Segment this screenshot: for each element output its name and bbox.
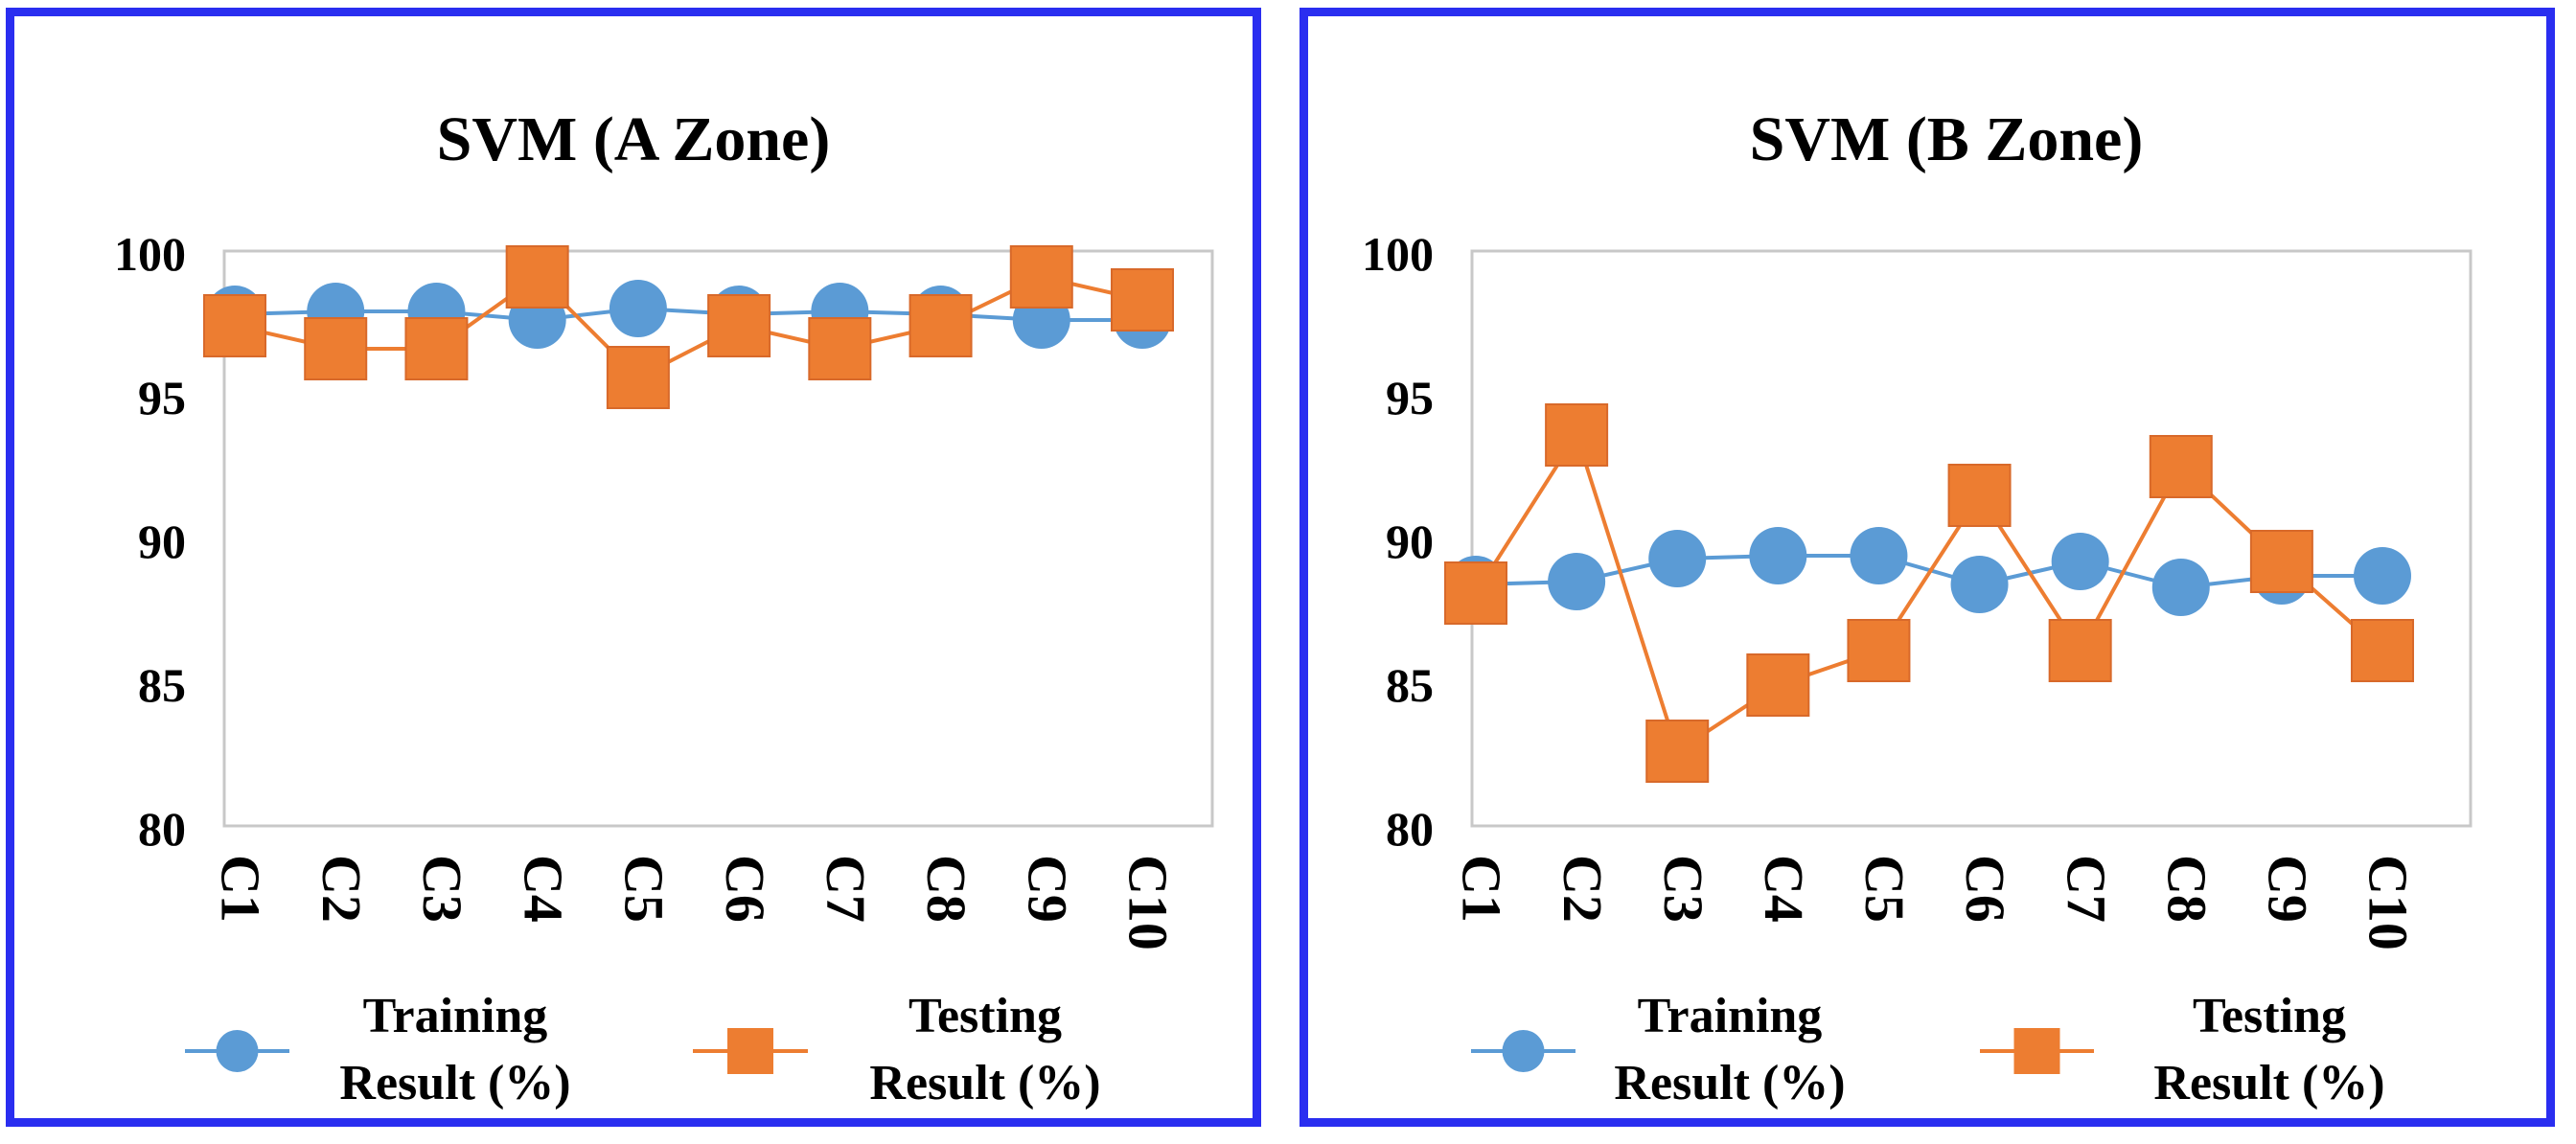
chart-svg-b-zone: SVM (B Zone) 80 85 90 95 100 C1 C2 C3 C4 C5 C6 C7 C8… bbox=[1362, 104, 2472, 1110]
y-tick-label: 100 bbox=[114, 227, 186, 281]
data-point-square bbox=[1847, 619, 1911, 682]
data-point-square bbox=[2048, 619, 2112, 682]
data-point-square bbox=[505, 245, 569, 309]
data-point-square bbox=[304, 317, 368, 380]
legend-marker bbox=[216, 1030, 259, 1072]
x-tick-label: C10 bbox=[2358, 855, 2420, 950]
data-point-circle bbox=[2354, 547, 2411, 605]
data-point-square bbox=[1444, 561, 1507, 625]
chart-panel-b-zone: SVM (B Zone) 80 85 90 95 100 C1 C2 C3 C4 C5 C6 C7 C8… bbox=[1300, 8, 2555, 1127]
x-tick-label: C8 bbox=[915, 855, 978, 923]
x-tick-label: C3 bbox=[411, 855, 473, 923]
y-tick-label: 85 bbox=[138, 658, 186, 712]
legend-marker bbox=[2013, 1028, 2060, 1074]
x-tick-label: C4 bbox=[1753, 855, 1815, 923]
plot-area bbox=[1470, 249, 2472, 828]
data-point-circle bbox=[609, 280, 667, 337]
x-tick-label: C6 bbox=[714, 855, 776, 923]
y-tick-label: 95 bbox=[138, 371, 186, 424]
y-tick-label: 80 bbox=[138, 802, 186, 856]
data-point-square bbox=[707, 294, 771, 357]
y-tick-label: 90 bbox=[138, 515, 186, 568]
legend-marker bbox=[727, 1028, 773, 1074]
x-tick-label: C6 bbox=[1954, 855, 2016, 923]
legend-label: Training bbox=[1638, 989, 1823, 1043]
x-tick-label: C8 bbox=[2155, 855, 2218, 923]
data-point-square bbox=[1111, 268, 1174, 332]
series-line bbox=[1474, 430, 2384, 755]
data-point-square bbox=[2149, 435, 2213, 498]
data-point-square bbox=[808, 317, 872, 380]
data-point-square bbox=[908, 294, 973, 357]
x-tick-label: C7 bbox=[2055, 855, 2117, 923]
x-tick-label: C1 bbox=[210, 855, 272, 923]
data-point-square bbox=[1645, 720, 1710, 783]
data-point-circle bbox=[1749, 527, 1807, 584]
legend-marker bbox=[1502, 1030, 1545, 1072]
data-point-square bbox=[1009, 245, 1073, 309]
x-tick-label: C5 bbox=[1853, 855, 1916, 923]
data-point-square bbox=[606, 346, 670, 409]
data-point-square bbox=[1746, 653, 1810, 717]
x-tick-label: C3 bbox=[1652, 855, 1714, 923]
chart-svg-a-zone: SVM (A Zone) 80 85 90 95 100 C1 C2 C3 C4 C5 C6 C7 C8… bbox=[114, 104, 1214, 1110]
chart-title: SVM (A Zone) bbox=[437, 104, 831, 174]
series-line bbox=[234, 306, 1142, 323]
y-tick-label: 95 bbox=[1386, 371, 1434, 424]
x-tick-label: C2 bbox=[310, 855, 373, 923]
y-tick-label: 90 bbox=[1386, 515, 1434, 568]
data-point-square bbox=[2351, 619, 2414, 682]
data-point-circle bbox=[2151, 559, 2210, 616]
data-point-square bbox=[404, 317, 469, 380]
legend-label: Result (%) bbox=[2153, 1056, 2384, 1110]
x-tick-label: C9 bbox=[2257, 855, 2319, 923]
data-point-circle bbox=[1950, 556, 2009, 613]
y-tick-label: 85 bbox=[1386, 658, 1434, 712]
x-tick-label: C7 bbox=[815, 855, 877, 923]
x-tick-label: C4 bbox=[512, 855, 574, 923]
plot-area bbox=[222, 249, 1214, 828]
data-point-circle bbox=[1648, 530, 1707, 587]
legend-label: Result (%) bbox=[1614, 1056, 1845, 1110]
x-tick-label: C9 bbox=[1016, 855, 1078, 923]
legend-label: Result (%) bbox=[869, 1056, 1100, 1110]
data-point-square bbox=[2249, 530, 2313, 593]
data-point-circle bbox=[1548, 553, 1606, 610]
x-tick-label: C10 bbox=[1117, 855, 1180, 950]
x-tick-label: C5 bbox=[613, 855, 676, 923]
data-point-circle bbox=[1850, 527, 1908, 584]
chart-title: SVM (B Zone) bbox=[1750, 104, 2144, 174]
x-tick-label: C1 bbox=[1451, 855, 1513, 923]
legend-label: Training bbox=[363, 989, 548, 1043]
legend-label: Result (%) bbox=[339, 1056, 570, 1110]
y-tick-label: 100 bbox=[1362, 227, 1434, 281]
legend-label: Testing bbox=[908, 989, 1062, 1043]
data-point-circle bbox=[2051, 533, 2109, 590]
data-point-square bbox=[1545, 403, 1609, 467]
data-point-square bbox=[1947, 464, 2012, 527]
data-point-square bbox=[203, 294, 266, 357]
x-tick-label: C2 bbox=[1552, 855, 1614, 923]
legend-label: Testing bbox=[2193, 989, 2346, 1043]
chart-panel-a-zone: SVM (A Zone) 80 85 90 95 100 C1 C2 C3 C4 C5 C6 C7 C8… bbox=[6, 8, 1261, 1127]
series-line bbox=[234, 274, 1143, 380]
y-tick-label: 80 bbox=[1386, 802, 1434, 856]
